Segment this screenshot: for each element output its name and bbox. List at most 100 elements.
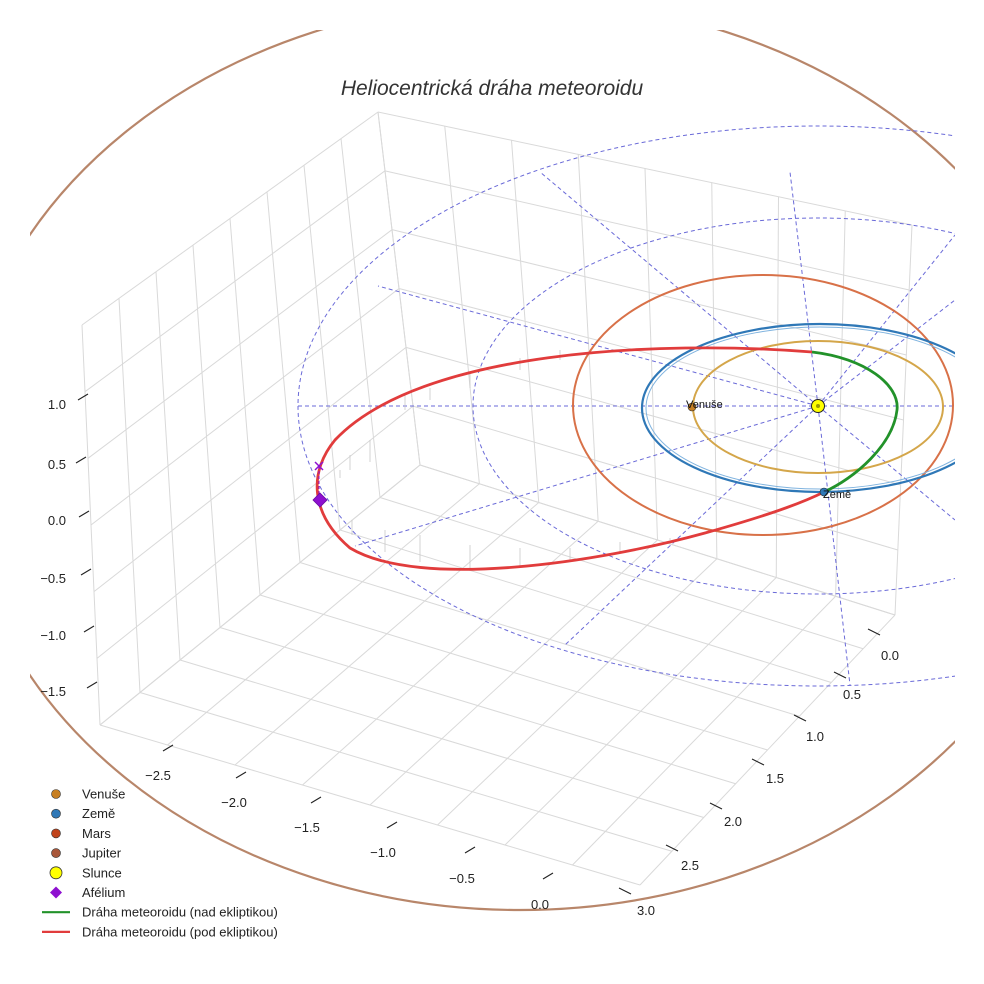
earth-marker <box>819 487 829 497</box>
grid-line <box>398 288 904 421</box>
grid-line <box>81 111 379 326</box>
legend-label: Dráha meteoroidu (nad ekliptikou) <box>82 905 278 920</box>
grid-line <box>437 558 718 826</box>
venus-label: Venuše <box>686 399 723 411</box>
x-tick-label: −0.5 <box>449 871 475 886</box>
jupiter-orbit <box>30 30 955 911</box>
legend-label: Slunce <box>82 865 122 880</box>
legend-entry: Dráha meteoroidu (nad ekliptikou) <box>42 905 278 920</box>
grid-line <box>369 539 658 806</box>
grid-line <box>96 405 414 659</box>
grid-line <box>167 483 480 746</box>
ecliptic-radial-line <box>354 405 819 547</box>
sun-core <box>816 404 820 408</box>
x-tick-mark <box>162 744 174 752</box>
grid-line <box>639 614 896 886</box>
z-axis-ticks: 1.0 0.5 0.0 −0.5 −1.0 −1.5 <box>40 393 98 699</box>
aphelion-projection-marker <box>314 461 324 471</box>
legend-entry: Země <box>51 806 115 821</box>
axes-grid <box>81 111 913 886</box>
meteoroid-orbit-above-ecliptic <box>811 350 899 494</box>
y-tick-label: 0.5 <box>843 687 861 702</box>
projection-droplines <box>339 350 671 568</box>
z-tick-label: 0.0 <box>48 513 66 528</box>
z-tick-label: −1.0 <box>40 628 66 643</box>
legend-label: Mars <box>82 826 111 841</box>
grid-line <box>93 346 407 593</box>
ecliptic-radial-line <box>817 405 955 521</box>
grid-line <box>84 170 386 393</box>
y-tick-label: 2.0 <box>724 814 742 829</box>
legend-label: Venuše <box>82 787 125 802</box>
y-tick-mark <box>618 887 632 895</box>
ecliptic-radial-line <box>817 405 851 686</box>
legend-entry: Jupiter <box>51 846 122 861</box>
y-tick-mark <box>833 671 847 679</box>
y-tick-label: 2.5 <box>681 858 699 873</box>
ecliptic-radial-line <box>817 234 955 407</box>
earth-orbit-inner <box>645 326 955 490</box>
legend-marker <box>51 848 61 858</box>
x-tick-mark <box>310 796 322 804</box>
x-tick-mark <box>464 846 476 854</box>
earth-label: Země <box>823 489 851 501</box>
ecliptic-reference-grid <box>297 125 955 687</box>
legend-marker <box>50 886 62 899</box>
x-tick-mark <box>386 821 398 829</box>
x-tick-label: −2.0 <box>221 795 247 810</box>
mars-orbit <box>572 274 954 536</box>
y-axis-ticks: 0.0 0.5 1.0 1.5 2.0 2.5 3.0 <box>618 628 899 918</box>
ecliptic-radial-line <box>789 171 819 407</box>
legend-marker <box>51 828 61 839</box>
x-tick-label: −2.5 <box>145 768 171 783</box>
legend-entry: Slunce <box>49 865 122 880</box>
z-tick-mark <box>80 568 92 576</box>
z-tick-label: −1.5 <box>40 684 66 699</box>
legend-marker <box>51 789 61 799</box>
legend-entry: Afélium <box>50 885 125 900</box>
y-tick-mark <box>665 844 679 852</box>
grid-line <box>87 229 393 459</box>
y-tick-label: 0.0 <box>881 648 899 663</box>
z-tick-mark <box>86 681 98 689</box>
x-tick-mark <box>235 771 247 779</box>
x-tick-label: −1.5 <box>294 820 320 835</box>
meteoroid-orbit-below-ecliptic <box>315 346 825 571</box>
z-tick-mark <box>77 393 89 401</box>
y-tick-label: 1.0 <box>806 729 824 744</box>
ecliptic-radial-line <box>539 171 819 407</box>
legend: Venuše Země Mars Jupiter Slunce Afélium Dráha … <box>42 787 278 939</box>
grid-line <box>99 464 421 726</box>
y-tick-mark <box>709 802 723 810</box>
z-tick-mark <box>78 510 90 518</box>
x-tick-label: −1.0 <box>370 845 396 860</box>
grid-line <box>391 229 907 356</box>
y-tick-mark <box>867 628 881 636</box>
orbits-layer: Venuše Země <box>30 30 955 911</box>
x-axis-ticks: −2.5 −2.0 −1.5 −1.0 −0.5 0.0 <box>145 744 554 912</box>
z-tick-label: 1.0 <box>48 397 66 412</box>
legend-marker <box>49 866 63 880</box>
z-tick-label: 0.5 <box>48 457 66 472</box>
z-tick-label: −0.5 <box>40 571 66 586</box>
grid-line <box>572 595 836 866</box>
legend-label: Afélium <box>82 885 125 900</box>
ecliptic-radial-line <box>817 299 955 407</box>
ecliptic-radial-line <box>564 405 819 646</box>
legend-marker <box>51 808 61 819</box>
grid-line <box>377 111 913 226</box>
y-tick-mark <box>793 714 807 722</box>
legend-entry: Dráha meteoroidu (pod ekliptikou) <box>42 924 278 939</box>
legend-entry: Venuše <box>51 787 125 802</box>
legend-entry: Mars <box>51 826 111 841</box>
legend-label: Země <box>82 806 115 821</box>
ecliptic-radial-line <box>377 285 819 407</box>
aphelion-marker <box>312 492 328 508</box>
grid-line <box>405 346 901 486</box>
grid-line <box>412 405 898 551</box>
grid-line <box>90 288 400 526</box>
legend-label: Dráha meteoroidu (pod ekliptikou) <box>82 924 278 939</box>
grid-line <box>302 520 599 786</box>
legend-label: Jupiter <box>82 846 122 861</box>
